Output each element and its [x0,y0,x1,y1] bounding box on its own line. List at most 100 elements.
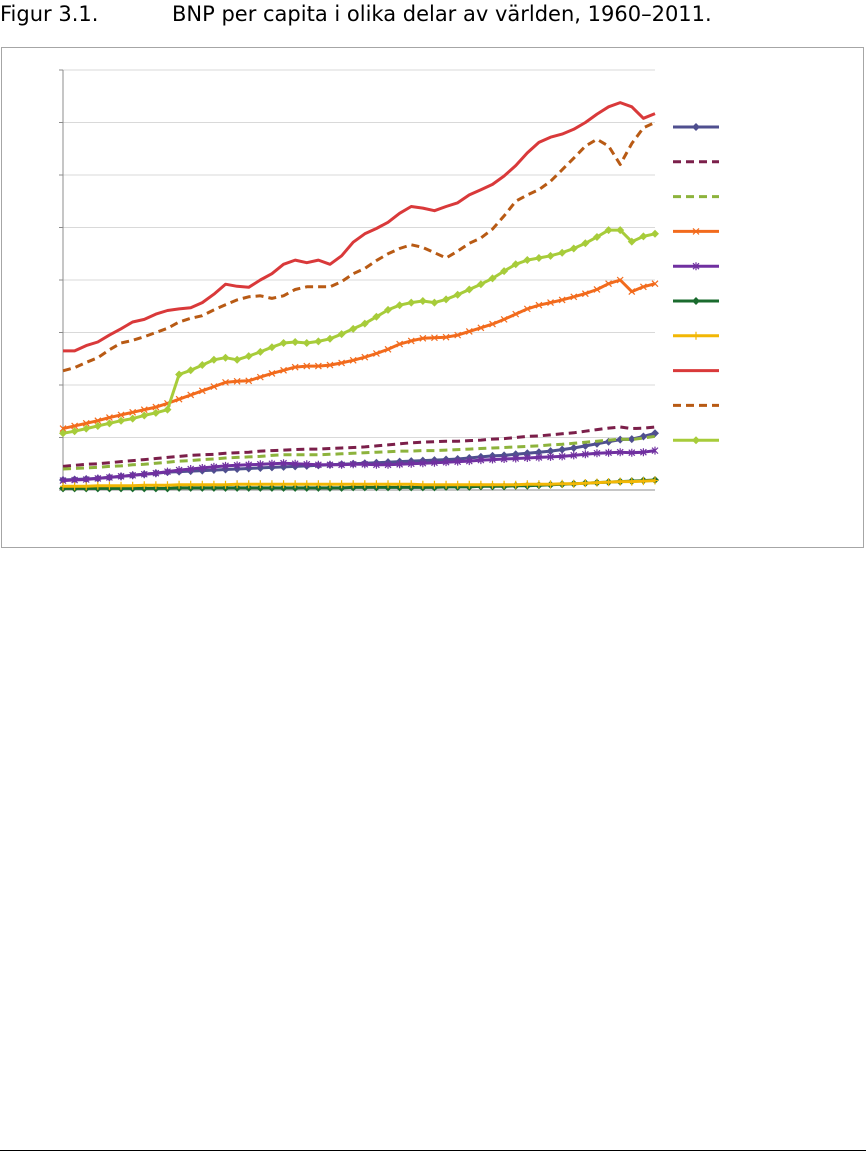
series-1-point [534,448,543,457]
series-10-point [442,295,451,304]
legend-entry-5-marker [692,262,700,271]
series-7-point [164,481,171,490]
series-4-point [280,366,287,374]
series-7-point [245,480,252,489]
series-4-point [361,353,369,361]
series-5-point [140,470,148,479]
series-7-point [129,481,136,490]
series-4-point [94,417,102,425]
series-5-point [314,460,322,469]
series-7-point [628,477,635,486]
series-7-point [268,480,275,489]
series-1-point [616,435,625,444]
series-7-point [535,480,542,489]
series-4-point [268,370,276,377]
series-10-point [465,285,474,294]
series-7-point [71,482,78,491]
series-5-point [419,459,427,468]
series-4-point [338,359,346,367]
series-5-point [291,459,299,468]
series-7-point [118,481,125,490]
series-4-point [581,290,589,298]
figure-title: Figur 3.1. BNP per capita i olika delar a… [0,2,712,26]
series-10-point [500,267,509,276]
series-4-point [535,301,543,309]
series-7-point [210,480,217,489]
series-10-point [105,419,114,428]
series-5-point [256,460,264,469]
series-10-point [407,298,416,307]
series-5-point [175,466,183,475]
series-5-point [338,460,346,469]
legend-entry-7-marker [693,331,699,340]
series-5-point [477,456,485,465]
series-10-point [233,355,242,364]
series-5-point [245,460,253,469]
series-4-point [407,337,415,345]
series-5-point [349,460,357,469]
series-10-point [627,237,636,246]
series-5-point [628,448,636,457]
series-10-point [639,232,648,241]
legend-entry-6-marker [692,297,700,305]
series-9-line [62,121,656,373]
series-5-point [326,460,334,469]
series-10-point [82,424,91,433]
series-10-point [186,366,195,375]
series-4-point [314,362,322,370]
series-10-point [163,405,172,414]
series-7-point [106,481,113,490]
series-7-point [547,480,554,489]
series-4-point [233,377,241,385]
series-5-point [94,474,102,483]
series-1-point [569,444,578,452]
series-10-point [558,248,567,257]
series-10-point [546,251,555,260]
series-10-point [476,280,485,289]
series-3-line [62,434,656,471]
series-4-point [477,324,485,332]
series-4-point [396,340,404,348]
series-10-point [360,319,369,328]
series-10-point [117,416,126,425]
series-10-point [221,353,230,362]
figure-title-text: BNP per capita i olika delar av världen,… [172,2,712,26]
series-7-point [489,480,496,489]
series-7-point [593,478,600,487]
series-4-point [465,328,473,335]
series-7-point [361,480,368,489]
series-7-point [187,480,194,489]
series-5-point [303,460,311,469]
series-10-point [59,429,67,438]
series-5-point [500,455,508,464]
series-5-point [407,459,415,468]
series-8-line [63,101,656,353]
series-4-point [547,299,554,306]
series-1-point [546,447,555,456]
series-4-point [442,333,450,341]
series-7-point [373,480,380,489]
series-4-point [256,373,264,381]
series-4-line [62,278,656,431]
series-5-point [222,461,229,470]
series-5-point [198,463,206,472]
series-4-point [489,320,496,328]
series-5-point [523,453,531,462]
series-5-point [616,448,624,457]
series-7-point [303,480,310,489]
series-4-point [152,403,160,411]
series-4-point [419,334,427,342]
series-7-point [94,481,101,490]
series-7-point [350,480,357,489]
series-5-point [605,448,612,457]
series-4-point [570,293,578,301]
series-10-point [488,274,497,283]
series-10-point [209,355,218,364]
series-4-point [639,283,647,291]
series-4-point [372,350,380,357]
series-10-point [453,290,462,299]
series-4-point [291,363,299,371]
series-10-point [279,339,288,347]
series-4-point [616,276,624,284]
series-4-point [106,414,113,421]
